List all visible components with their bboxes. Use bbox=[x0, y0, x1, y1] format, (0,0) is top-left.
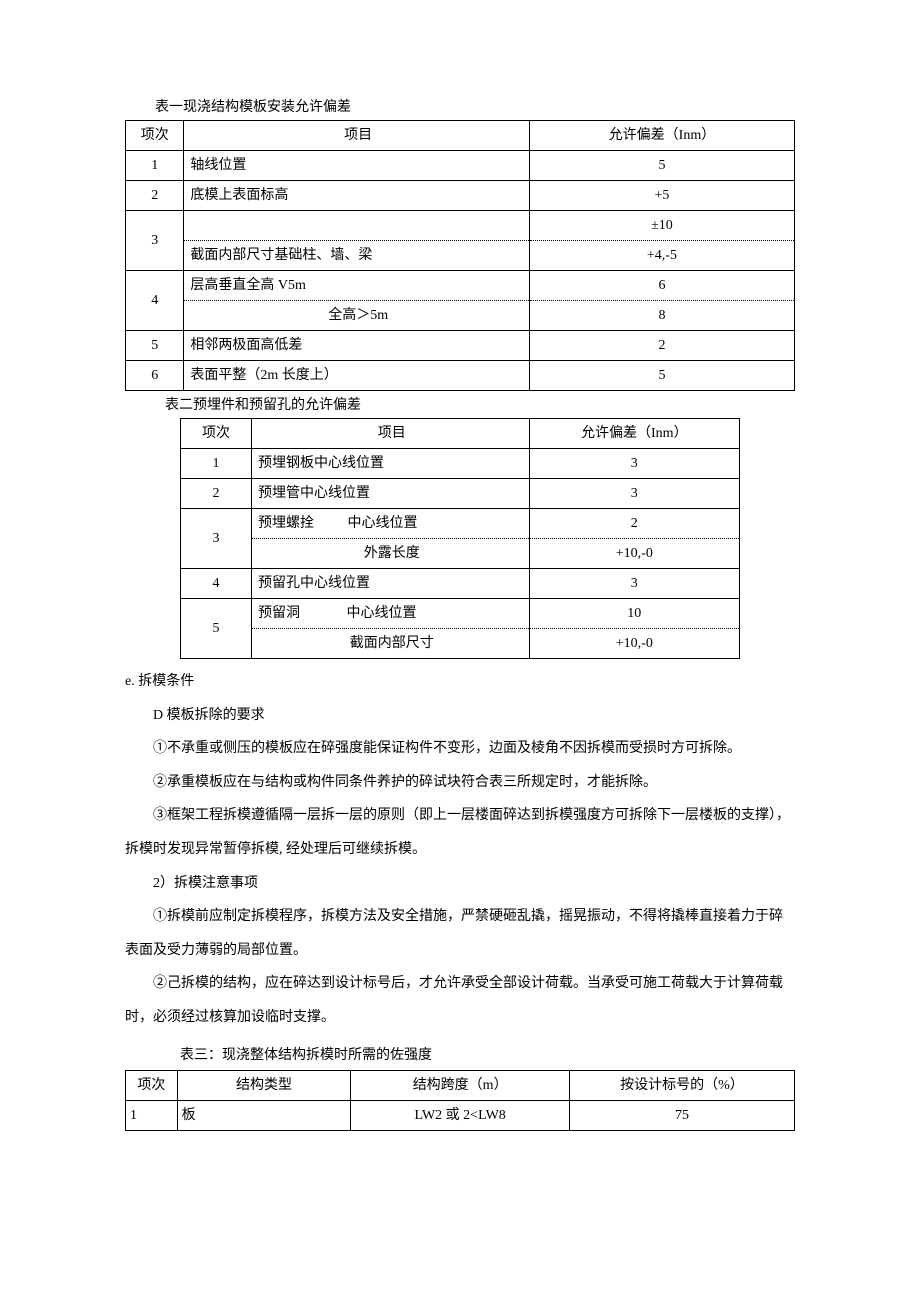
cell-item: 预埋钢板中心线位置 bbox=[252, 449, 530, 479]
cell-tol: 2 bbox=[529, 509, 739, 539]
table2-header-row: 项次 项目 允许偏差（Inm） bbox=[181, 419, 740, 449]
cell-type: 板 bbox=[177, 1100, 351, 1130]
table-row: 截面内部尺寸基础柱、墙、梁 +4,-5 bbox=[126, 241, 795, 271]
paragraph: ①不承重或侧压的模板应在碎强度能保证构件不变形，边面及棱角不因拆模而受损时方可拆… bbox=[125, 732, 795, 766]
cell-item bbox=[184, 211, 529, 241]
cell-item: 层高垂直全高 V5m bbox=[184, 271, 529, 301]
table-row: 外露长度 +10,-0 bbox=[181, 539, 740, 569]
cell-item: 底模上表面标高 bbox=[184, 181, 529, 211]
table-row: 1 轴线位置 5 bbox=[126, 151, 795, 181]
cell-item: 截面内部尺寸 bbox=[252, 629, 530, 659]
table-row: 2 底模上表面标高 +5 bbox=[126, 181, 795, 211]
cell-no: 4 bbox=[181, 569, 252, 599]
section-d-title: D 模板拆除的要求 bbox=[125, 699, 795, 733]
table2-head-tol: 允许偏差（Inm） bbox=[529, 419, 739, 449]
cell-no: 5 bbox=[181, 599, 252, 659]
table2-caption: 表二预埋件和预留孔的允许偏差 bbox=[165, 395, 795, 416]
cell-no: 1 bbox=[126, 151, 184, 181]
cell-tol: 6 bbox=[529, 271, 794, 301]
table-row: 3 预埋螺拴 中心线位置 2 bbox=[181, 509, 740, 539]
cell-tol: 3 bbox=[529, 569, 739, 599]
table-row: 2 预埋管中心线位置 3 bbox=[181, 479, 740, 509]
table3-caption: 表三：现浇整体结构拆模时所需的佐强度 bbox=[180, 1045, 795, 1066]
cell-tol: 2 bbox=[529, 331, 794, 361]
table1-header-row: 项次 项目 允许偏差（Inm） bbox=[126, 121, 795, 151]
paragraph: ②己拆模的结构，应在碎达到设计标号后，才允许承受全部设计荷载。当承受可施工荷载大… bbox=[125, 967, 795, 1034]
table-row: 3 ±10 bbox=[126, 211, 795, 241]
cell-item: 外露长度 bbox=[252, 539, 530, 569]
table-row: 1 预埋钢板中心线位置 3 bbox=[181, 449, 740, 479]
table-row: 1 板 LW2 或 2<LW8 75 bbox=[126, 1100, 795, 1130]
body-text: e. 拆模条件 D 模板拆除的要求 ①不承重或侧压的模板应在碎强度能保证构件不变… bbox=[125, 665, 795, 1035]
section-e-title: e. 拆模条件 bbox=[125, 665, 795, 699]
table1-caption: 表一现浇结构模板安装允许偏差 bbox=[155, 97, 795, 118]
cell-tol: 5 bbox=[529, 151, 794, 181]
table3-head-span: 结构跨度（m） bbox=[351, 1070, 570, 1100]
cell-no: 3 bbox=[126, 211, 184, 271]
table2: 项次 项目 允许偏差（Inm） 1 预埋钢板中心线位置 3 2 预埋管中心线位置… bbox=[180, 418, 740, 659]
cell-item: 预留洞 中心线位置 bbox=[252, 599, 530, 629]
table-row: 5 预留洞 中心线位置 10 bbox=[181, 599, 740, 629]
table-row: 全高＞5m 8 bbox=[126, 301, 795, 331]
cell-tol: +10,-0 bbox=[529, 629, 739, 659]
table3-head-no: 项次 bbox=[126, 1070, 178, 1100]
table1: 项次 项目 允许偏差（Inm） 1 轴线位置 5 2 底模上表面标高 +5 3 … bbox=[125, 120, 795, 391]
cell-no: 2 bbox=[181, 479, 252, 509]
page: 表一现浇结构模板安装允许偏差 项次 项目 允许偏差（Inm） 1 轴线位置 5 … bbox=[0, 0, 920, 1191]
table1-head-item: 项目 bbox=[184, 121, 529, 151]
section-2-title: 2）拆模注意事项 bbox=[125, 867, 795, 901]
cell-item-right: 中心线位置 bbox=[318, 513, 448, 534]
cell-no: 1 bbox=[181, 449, 252, 479]
paragraph: ②承重模板应在与结构或构件同条件养护的碎试块符合表三所规定时，才能拆除。 bbox=[125, 766, 795, 800]
cell-item: 截面内部尺寸基础柱、墙、梁 bbox=[184, 241, 529, 271]
table2-head-no: 项次 bbox=[181, 419, 252, 449]
cell-tol: 8 bbox=[529, 301, 794, 331]
cell-item-right: 中心线位置 bbox=[317, 603, 447, 624]
cell-tol: ±10 bbox=[529, 211, 794, 241]
cell-no: 6 bbox=[126, 361, 184, 391]
paragraph: ③框架工程拆模遵循隔一层拆一层的原则（即上一层楼面碎达到拆模强度方可拆除下一层楼… bbox=[125, 799, 795, 866]
cell-no: 4 bbox=[126, 271, 184, 331]
cell-item: 轴线位置 bbox=[184, 151, 529, 181]
cell-item: 相邻两极面高低差 bbox=[184, 331, 529, 361]
cell-no: 5 bbox=[126, 331, 184, 361]
cell-no: 3 bbox=[181, 509, 252, 569]
table2-wrap: 项次 项目 允许偏差（Inm） 1 预埋钢板中心线位置 3 2 预埋管中心线位置… bbox=[125, 418, 795, 659]
table3: 项次 结构类型 结构跨度（m） 按设计标号的（%） 1 板 LW2 或 2<LW… bbox=[125, 1070, 795, 1131]
cell-tol: +10,-0 bbox=[529, 539, 739, 569]
cell-item: 表面平整（2m 长度上） bbox=[184, 361, 529, 391]
paragraph: ①拆模前应制定拆模程序，拆模方法及安全措施，严禁硬砸乱撬，摇晃振动，不得将撬棒直… bbox=[125, 900, 795, 967]
cell-item: 预留孔中心线位置 bbox=[252, 569, 530, 599]
table1-head-no: 项次 bbox=[126, 121, 184, 151]
cell-tol: 5 bbox=[529, 361, 794, 391]
cell-item-left: 预埋螺拴 bbox=[258, 513, 314, 534]
cell-tol: 3 bbox=[529, 449, 739, 479]
table3-head-pct: 按设计标号的（%） bbox=[569, 1070, 794, 1100]
table1-head-tol: 允许偏差（Inm） bbox=[529, 121, 794, 151]
cell-item: 全高＞5m bbox=[184, 301, 529, 331]
table-row: 5 相邻两极面高低差 2 bbox=[126, 331, 795, 361]
cell-item: 预埋管中心线位置 bbox=[252, 479, 530, 509]
table-row: 4 预留孔中心线位置 3 bbox=[181, 569, 740, 599]
cell-span: LW2 或 2<LW8 bbox=[351, 1100, 570, 1130]
table3-head-type: 结构类型 bbox=[177, 1070, 351, 1100]
cell-tol: +5 bbox=[529, 181, 794, 211]
cell-no: 1 bbox=[126, 1100, 178, 1130]
cell-tol: 10 bbox=[529, 599, 739, 629]
table3-header-row: 项次 结构类型 结构跨度（m） 按设计标号的（%） bbox=[126, 1070, 795, 1100]
table2-head-item: 项目 bbox=[252, 419, 530, 449]
cell-no: 2 bbox=[126, 181, 184, 211]
table-row: 4 层高垂直全高 V5m 6 bbox=[126, 271, 795, 301]
cell-tol: 3 bbox=[529, 479, 739, 509]
cell-item: 预埋螺拴 中心线位置 bbox=[252, 509, 530, 539]
cell-pct: 75 bbox=[569, 1100, 794, 1130]
cell-item-left: 预留洞 bbox=[258, 603, 313, 624]
table-row: 6 表面平整（2m 长度上） 5 bbox=[126, 361, 795, 391]
table-row: 截面内部尺寸 +10,-0 bbox=[181, 629, 740, 659]
cell-tol: +4,-5 bbox=[529, 241, 794, 271]
